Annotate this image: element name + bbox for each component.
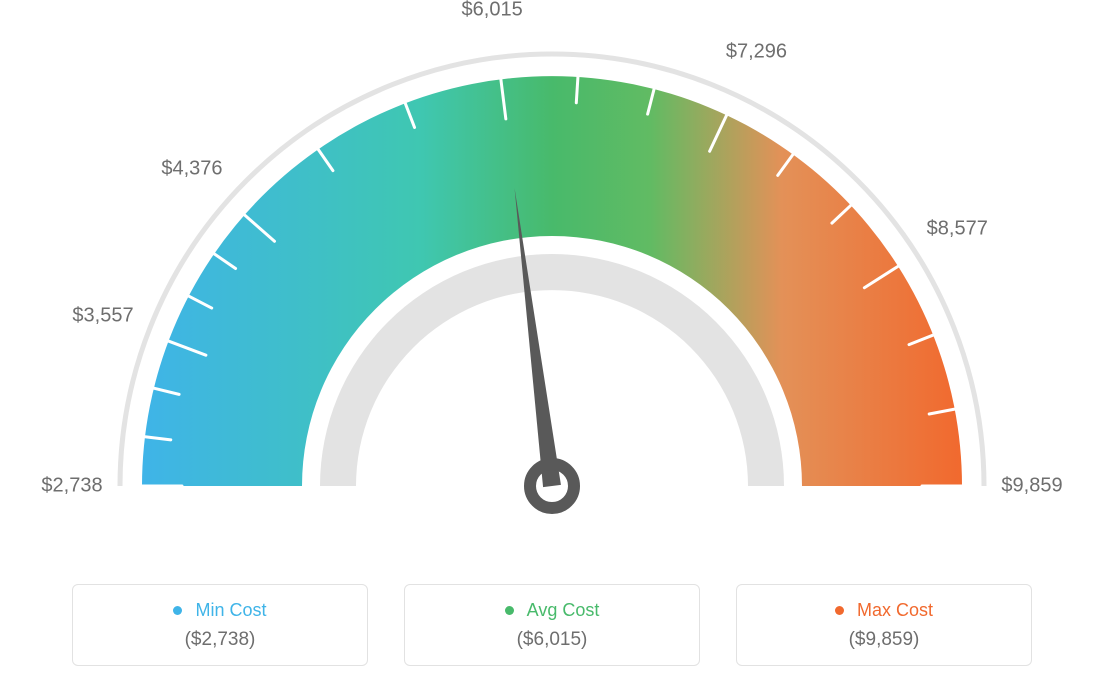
dot-icon <box>505 606 514 615</box>
card-min-cost: Min Cost ($2,738) <box>72 584 368 666</box>
gauge-tick-label: $3,557 <box>72 305 133 328</box>
card-value: ($2,738) <box>81 629 359 651</box>
card-title-text: Max Cost <box>857 600 933 620</box>
gauge-chart-container: $2,738 $3,557 $4,376 $6,015 $7,296 $8,577 $9,8… <box>0 0 1104 690</box>
gauge-tick-minor <box>576 77 578 103</box>
dot-icon <box>835 606 844 615</box>
card-value: ($9,859) <box>745 629 1023 651</box>
card-avg-cost: Avg Cost ($6,015) <box>404 584 700 666</box>
card-title: Min Cost <box>81 599 359 621</box>
gauge-svg <box>0 0 1104 560</box>
dot-icon <box>173 606 182 615</box>
card-title: Avg Cost <box>413 599 691 621</box>
gauge-tick-label: $9,859 <box>1001 475 1062 498</box>
gauge-tick-label: $2,738 <box>41 475 102 498</box>
card-title-text: Avg Cost <box>527 600 600 620</box>
card-max-cost: Max Cost ($9,859) <box>736 584 1032 666</box>
card-title-text: Min Cost <box>196 600 267 620</box>
card-value: ($6,015) <box>413 629 691 651</box>
gauge-tick-label: $6,015 <box>462 0 523 21</box>
gauge-tick-label: $4,376 <box>161 157 222 180</box>
card-title: Max Cost <box>745 599 1023 621</box>
gauge-tick-label: $8,577 <box>927 217 988 240</box>
summary-cards: Min Cost ($2,738) Avg Cost ($6,015) Max … <box>72 584 1032 666</box>
gauge-tick-label: $7,296 <box>726 40 787 63</box>
gauge-area: $2,738 $3,557 $4,376 $6,015 $7,296 $8,577 $9,8… <box>0 0 1104 560</box>
